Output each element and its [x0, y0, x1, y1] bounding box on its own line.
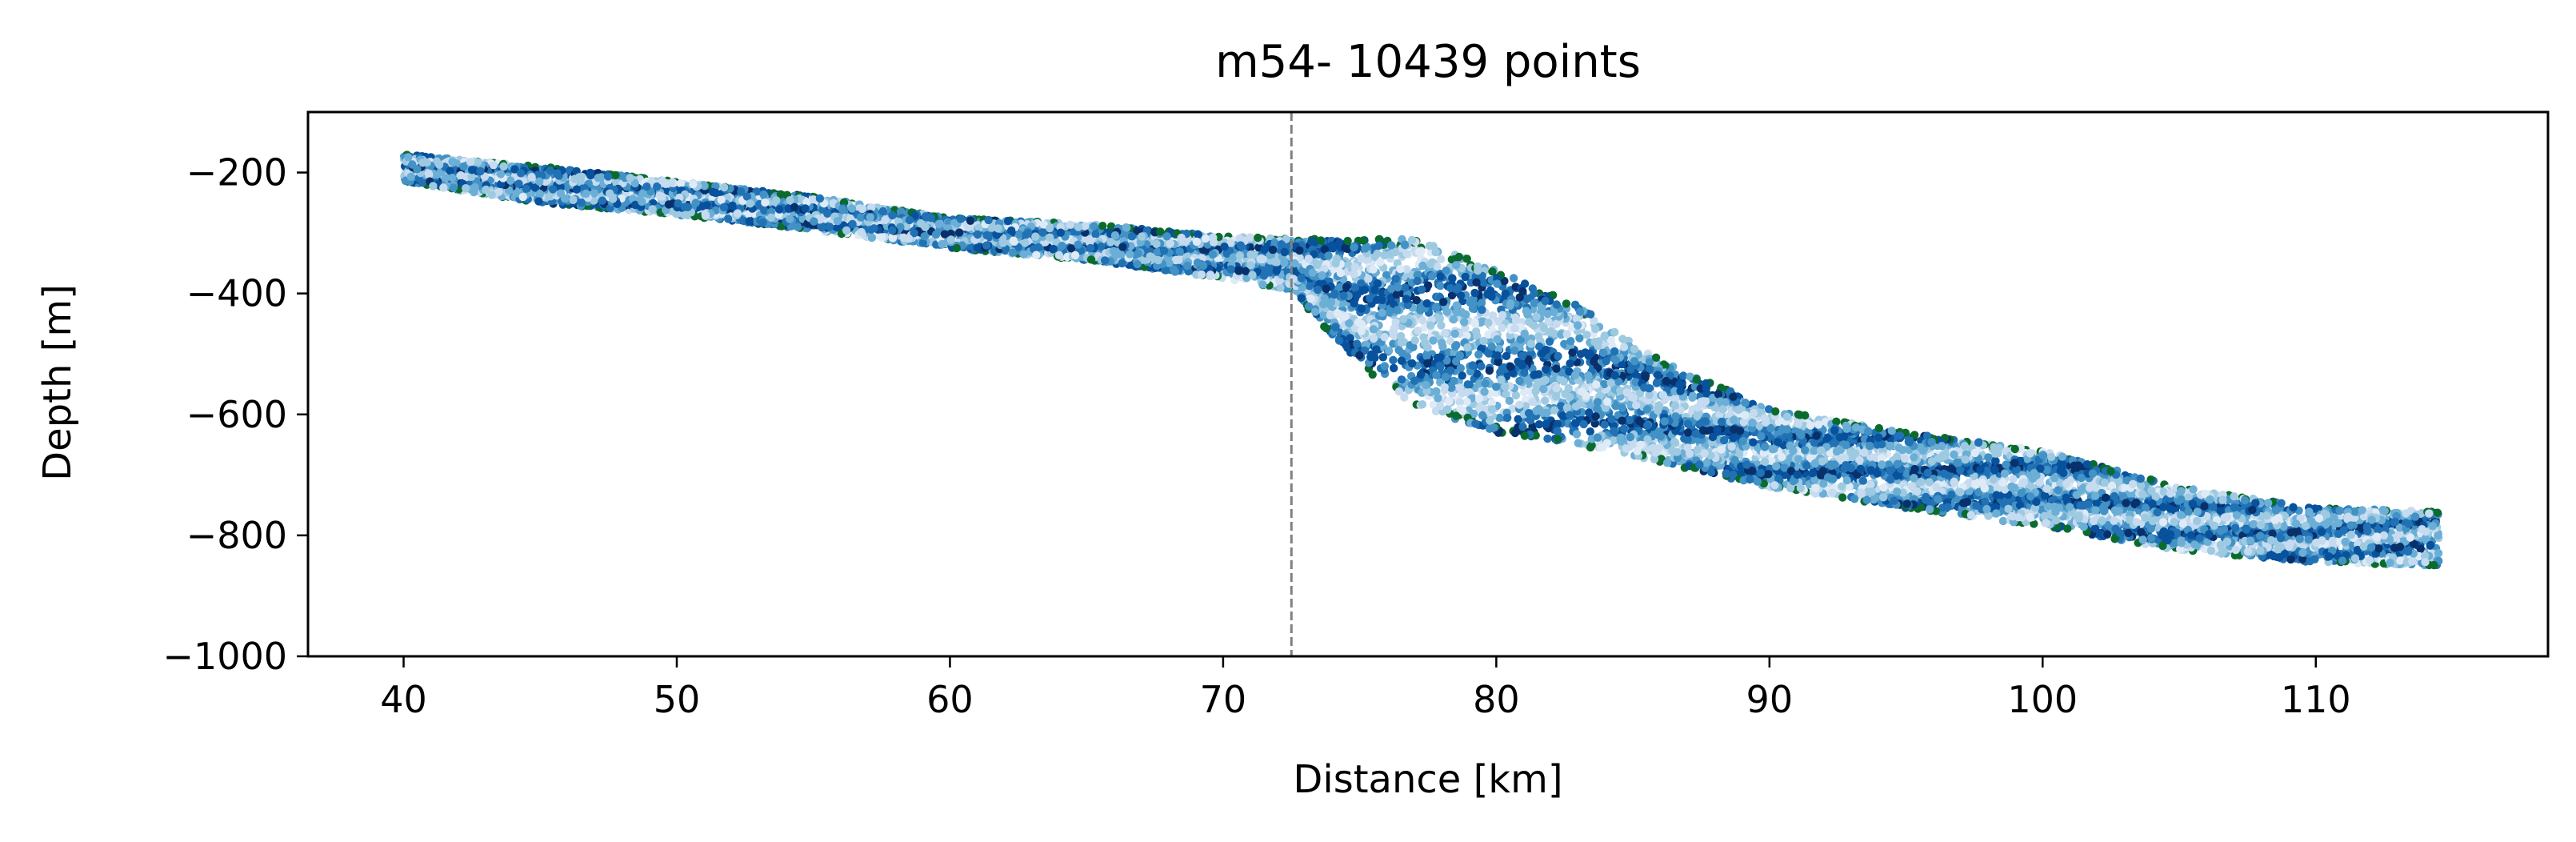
scatter-point: [2009, 475, 2018, 483]
scatter-point: [1522, 295, 1531, 303]
scatter-point: [1488, 311, 1498, 320]
scatter-point: [1545, 337, 1554, 346]
scatter-point: [1368, 370, 1377, 379]
scatter-point: [1717, 383, 1726, 392]
scatter-point: [1534, 420, 1544, 429]
scatter-point: [1456, 291, 1466, 300]
scatter-point: [1591, 324, 1600, 334]
chart-title: m54- 10439 points: [1215, 36, 1641, 88]
scatter-point: [1511, 391, 1521, 400]
scatter-point: [1572, 430, 1582, 439]
scatter-point: [1519, 388, 1529, 397]
scatter-point: [1998, 516, 2008, 526]
scatter-point: [1437, 321, 1446, 330]
scatter-point: [1574, 439, 1583, 447]
scatter-point: [1501, 289, 1510, 299]
scatter-point: [1446, 336, 1455, 346]
scatter-point: [1390, 363, 1398, 373]
scatter-point: [1575, 334, 1584, 343]
scatter-point: [1991, 456, 2000, 466]
scatter-point: [1556, 402, 1566, 411]
scatter-point: [1429, 400, 1438, 409]
scatter-point: [1406, 270, 1416, 279]
scatter-point: [1382, 271, 1391, 279]
scatter-point: [1544, 318, 1553, 327]
scatter-point: [1394, 387, 1404, 396]
scatter-point: [1764, 405, 1774, 414]
scatter-point: [2030, 519, 2038, 528]
scatter-point: [1470, 409, 1478, 419]
scatter-point: [1106, 222, 1116, 231]
scatter-point: [1462, 331, 1471, 340]
scatter-point: [1627, 440, 1637, 449]
scatter-points: [399, 150, 2443, 570]
scatter-point: [1473, 331, 1482, 341]
